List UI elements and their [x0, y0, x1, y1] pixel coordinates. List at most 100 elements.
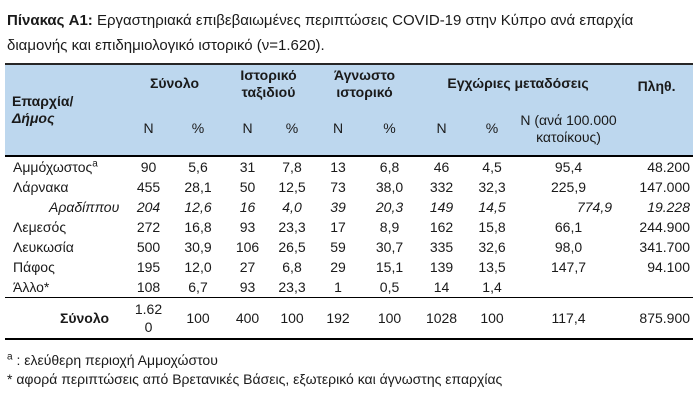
table-cell: 400 [224, 297, 271, 340]
table-cell: 117,4 [517, 297, 621, 340]
table-cell: 6,8 [379, 159, 400, 175]
table-cell: 162 [429, 219, 454, 235]
table-cell: 1.620 [125, 297, 172, 340]
table-cell: 1,4 [482, 279, 502, 295]
covid-cases-table: Επαρχία/ Δήμος Σύνολο Ιστορικό ταξιδιού … [5, 63, 694, 340]
table-cell: 73 [330, 179, 346, 195]
footnote-asterisk: * αφορά περιπτώσεις από Βρετανικές Βάσει… [7, 370, 690, 389]
table-cell: 875.900 [620, 297, 694, 340]
col-header-local-transmissions: Εγχώριες μεταδόσεις [416, 64, 621, 102]
total-n-value: 1.620 [134, 300, 163, 335]
table-cell: 27 [239, 259, 256, 275]
table-cell: 98,0 [554, 239, 583, 255]
table-cell: 32,3 [478, 179, 506, 195]
table-row-aradippou: Αραδίππου 204 12,6 16 4,0 39 20,3 149 14… [5, 197, 693, 217]
footnotes: a : ελεύθερη περιοχή Αμμοχώστου * αφορά … [7, 351, 690, 389]
table-cell: 149 [429, 199, 454, 215]
table-cell: 59 [330, 239, 346, 255]
table-cell: 0,5 [379, 279, 400, 295]
table-row-larnaka: Λάρνακα 455 28,1 50 12,5 73 38,0 332 32,… [5, 177, 693, 197]
table-cell: 4,5 [482, 159, 502, 175]
table-cell: 31 [239, 159, 256, 175]
table-cell [620, 277, 693, 298]
table-cell: 1028 [416, 297, 468, 340]
col-header-district-line1: Επαρχία/ [12, 93, 74, 109]
caption-text: Εργαστηριακά επιβεβαιωμένες περιπτώσεις … [7, 12, 634, 54]
table-caption: Πίνακας A1: Εργαστηριακά επιβεβαιωμένες … [7, 8, 655, 58]
col-header-district: Επαρχία/ Δήμος [5, 64, 125, 157]
table-cell: 30,9 [184, 239, 212, 255]
table-cell: 14 [433, 279, 450, 295]
table-cell: 19.228 [647, 199, 691, 215]
table-cell: 12,0 [184, 259, 212, 275]
table-cell: 16 [239, 199, 256, 215]
table-cell: 15,8 [478, 219, 506, 235]
table-row-other: Άλλο* 108 6,7 93 23,3 1 0,5 14 1,4 [5, 277, 693, 298]
table-cell: 774,9 [576, 199, 613, 215]
table-cell: 8,9 [379, 219, 400, 235]
table-cell: 192 [313, 297, 364, 340]
table-cell: 332 [429, 179, 454, 195]
table-cell: 26,5 [278, 239, 306, 255]
table-cell: 272 [136, 219, 161, 235]
table-cell: 139 [429, 259, 454, 275]
table-cell [517, 277, 620, 298]
table-cell: 28,1 [184, 179, 212, 195]
table-cell: 106 [235, 239, 260, 255]
table-cell: 15,1 [375, 259, 404, 275]
table-body: Αμμόχωστοςa 90 5,6 31 7,8 13 6,8 46 4,5 … [5, 156, 694, 340]
table-cell: 29 [330, 259, 346, 275]
table-cell: 100 [467, 297, 518, 340]
subheader-travel-n: N [224, 102, 271, 157]
subheader-local-n: N [416, 102, 468, 157]
district-cell: Λάρνακα [13, 179, 69, 195]
table-cell: 1 [334, 279, 342, 295]
table-cell: 90 [140, 159, 157, 175]
district-cell: Αμμόχωστοςa [5, 156, 125, 177]
table-cell: 100 [172, 297, 224, 340]
table-cell: 14,5 [478, 199, 506, 215]
table-cell: 335 [429, 239, 454, 255]
table-cell: 16,8 [184, 219, 212, 235]
col-header-total: Σύνολο [125, 64, 224, 102]
subheader-unknown-n: N [313, 102, 364, 157]
subheader-local-pct: % [467, 102, 518, 157]
table-cell: 39 [330, 199, 346, 215]
subheader-unknown-pct: % [363, 102, 417, 157]
subheader-travel-pct: % [271, 102, 314, 157]
table-cell: 204 [136, 199, 161, 215]
total-row: Σύνολο 1.620 100 400 100 192 100 1028 10… [5, 297, 694, 340]
table-cell: 147,7 [550, 259, 587, 275]
table-cell: 225,9 [550, 179, 587, 195]
table-cell: 38,0 [375, 179, 404, 195]
footnote-a: a : ελεύθερη περιοχή Αμμοχώστου [7, 351, 690, 370]
table-cell: 17 [330, 219, 346, 235]
table-cell: 341.700 [639, 239, 691, 255]
col-header-travel-history: Ιστορικό ταξιδιού [224, 64, 314, 102]
table-cell: 66,1 [554, 219, 583, 235]
table-cell: 93 [239, 279, 256, 295]
district-label: Αμμόχωστος [13, 159, 93, 175]
header-sub-row: N % N % N % N % N (ανά 100.000 κατοίκους… [5, 102, 693, 157]
footnote-asterisk-text: αφορά περιπτώσεις από Βρετανικές Βάσεις,… [12, 370, 503, 387]
table-cell: 32,6 [478, 239, 506, 255]
table-cell: 6,7 [188, 279, 208, 295]
footnote-marker-a: a [92, 158, 98, 170]
table-cell: 100 [363, 297, 417, 340]
footnote-a-text: : ελεύθερη περιοχή Αμμοχώστου [12, 351, 218, 368]
table-cell: 23,3 [278, 279, 306, 295]
table-cell: 95,4 [554, 159, 583, 175]
table-cell: 108 [136, 279, 161, 295]
col-header-unknown-history: Άγνωστο ιστορικό [313, 64, 417, 102]
header-group-row: Επαρχία/ Δήμος Σύνολο Ιστορικό ταξιδιού … [5, 64, 694, 157]
table-cell: 500 [136, 239, 161, 255]
municipality-cell: Αραδίππου [49, 199, 120, 215]
subheader-incidence: N (ανά 100.000 κατοίκους) [517, 102, 621, 157]
table-row-lefkosia: Λευκωσία 500 30,9 106 26,5 59 30,7 335 3… [5, 237, 693, 257]
table-cell: 13 [330, 159, 346, 175]
table-cell: 48.200 [647, 159, 691, 175]
table-cell: 100 [271, 297, 314, 340]
footnote-asterisk-marker: * [7, 370, 13, 387]
district-cell: Λευκωσία [13, 239, 74, 255]
table-header: Επαρχία/ Δήμος Σύνολο Ιστορικό ταξιδιού … [5, 64, 694, 157]
